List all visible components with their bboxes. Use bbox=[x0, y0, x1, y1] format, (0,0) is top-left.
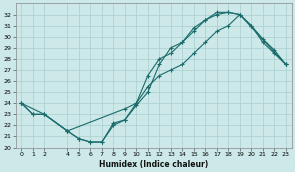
X-axis label: Humidex (Indice chaleur): Humidex (Indice chaleur) bbox=[99, 159, 208, 169]
